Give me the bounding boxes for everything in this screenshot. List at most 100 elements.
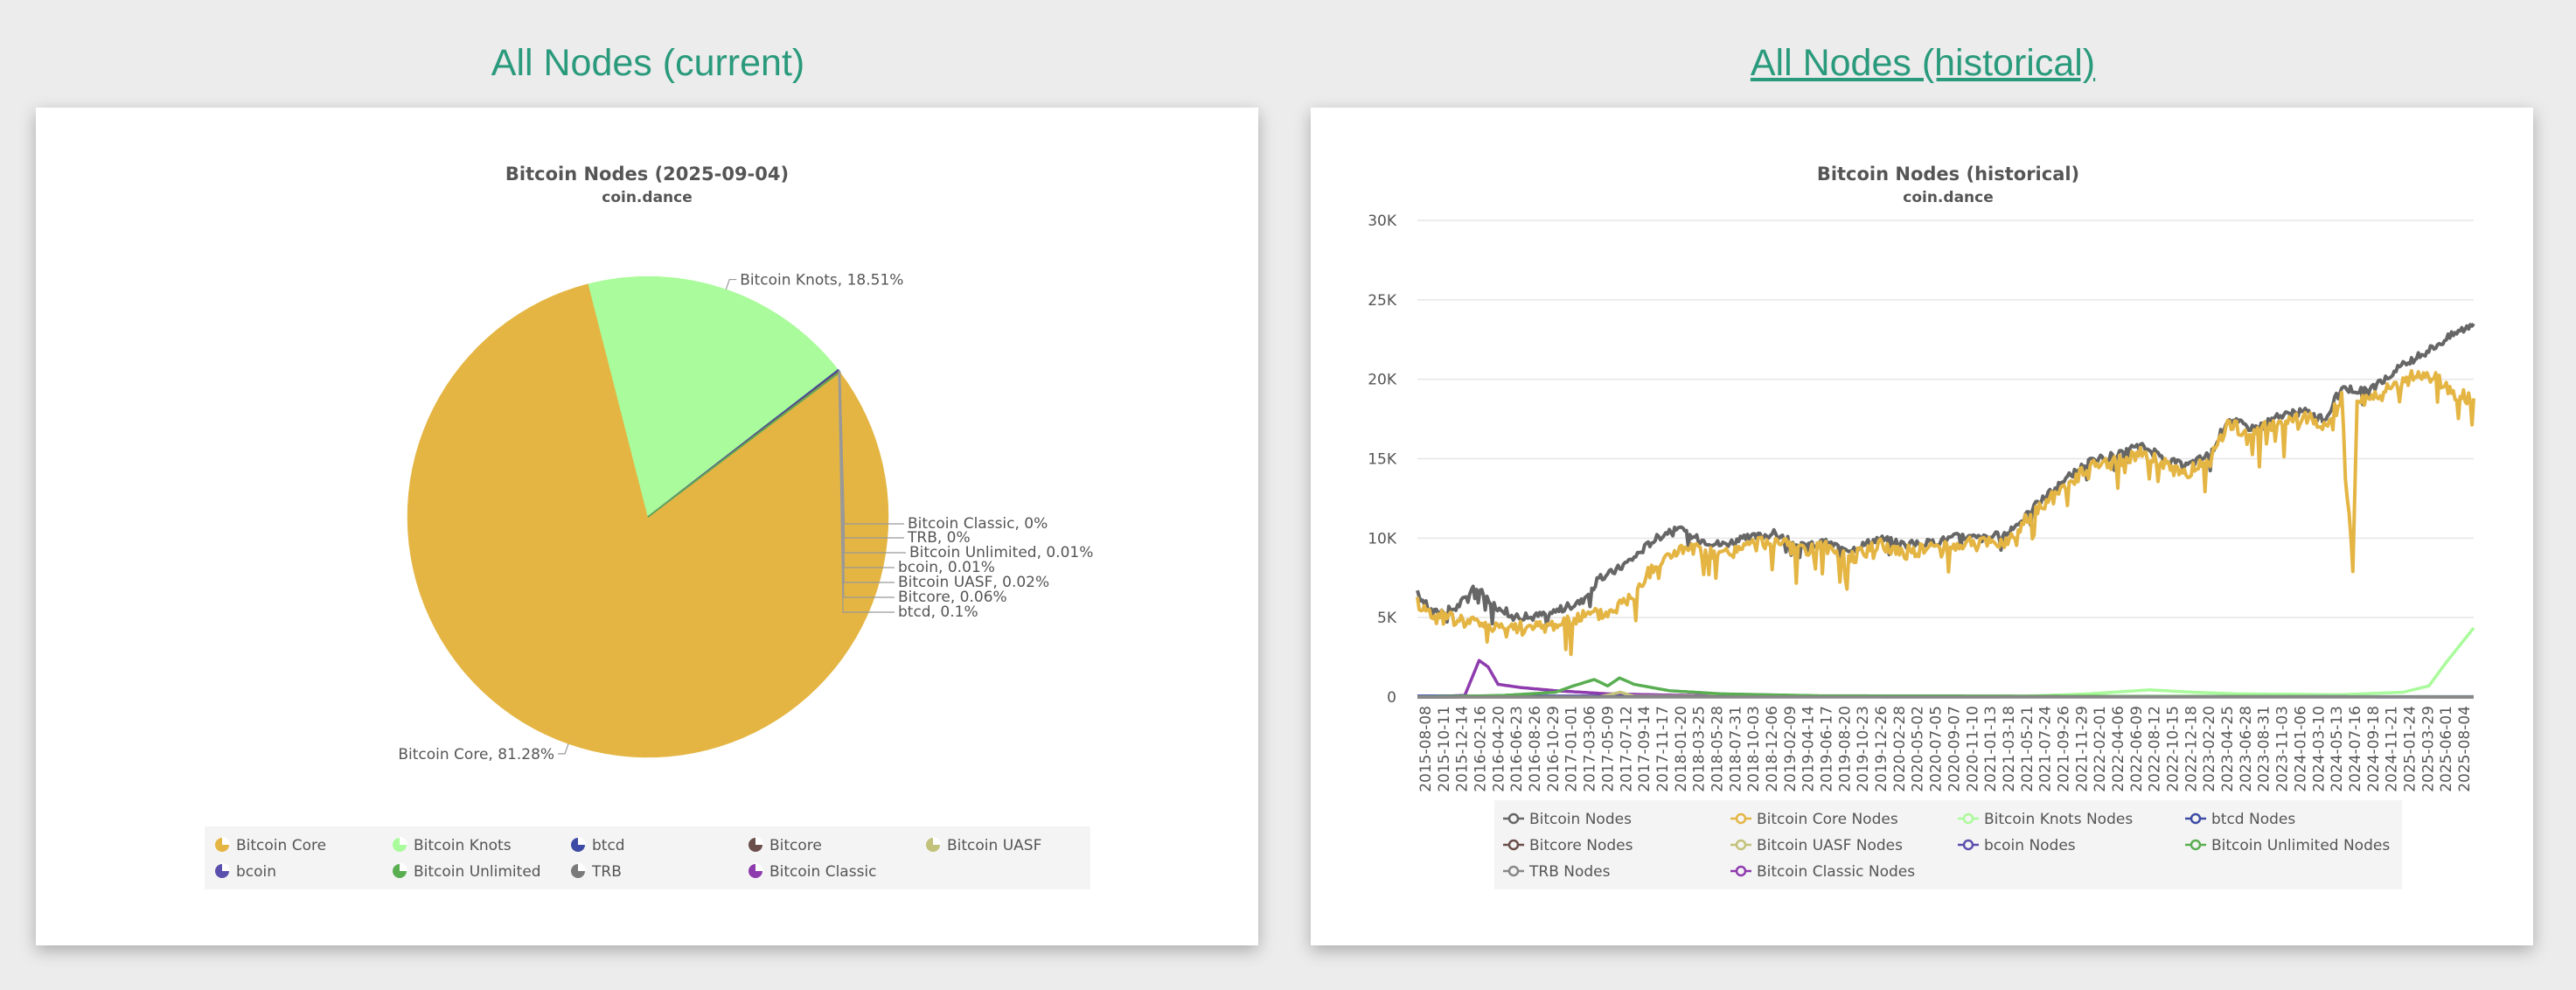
x-tick-label: 2019-06-17 (1819, 706, 1836, 792)
x-tick-label: 2022-02-01 (2092, 706, 2109, 792)
line-legend-label: Bitcoin Knots Nodes (1984, 811, 2133, 828)
x-tick-label: 2019-10-23 (1855, 706, 1872, 792)
x-tick-label: 2016-06-23 (1508, 706, 1526, 792)
x-tick-label: 2023-08-31 (2256, 706, 2273, 792)
pie-slice-bitcoin-core[interactable] (407, 283, 889, 758)
series-line-bitcoin-core-nodes[interactable] (1416, 369, 2475, 657)
x-tick-label: 2024-11-21 (2384, 706, 2401, 792)
pie-legend-item-trb[interactable]: TRB (571, 863, 622, 881)
pie-legend-item-bitcoin-unlimited[interactable]: Bitcoin Unlimited (393, 863, 541, 881)
x-tick-label: 2023-11-03 (2274, 706, 2292, 792)
x-tick-label: 2019-12-26 (1873, 706, 1890, 792)
pie-chart-panel: Bitcoin Nodes (2025-09-04) coin.dance Bi… (36, 108, 1258, 945)
legend-marker-icon (1962, 812, 1974, 825)
pie-legend-label: Bitcoin UASF (947, 837, 1041, 854)
legend-marker-icon (1507, 865, 1520, 877)
x-tick-label: 2017-01-01 (1563, 706, 1581, 792)
x-tick-label: 2025-03-29 (2419, 706, 2437, 792)
x-tick-label: 2018-12-06 (1764, 706, 1781, 792)
y-tick-label: 20K (1368, 372, 1397, 389)
x-tick-label: 2022-08-12 (2147, 706, 2164, 792)
pie-label-bitcoin-core: Bitcoin Core, 81.28% (398, 746, 554, 763)
heading-historical-link[interactable]: All Nodes (historical) (1750, 42, 2096, 84)
x-tick-label: 2021-11-29 (2073, 706, 2091, 792)
pie-legend-label: Bitcoin Unlimited (414, 863, 541, 881)
x-tick-label: 2017-07-12 (1618, 706, 1635, 792)
series-line-bitcoin-nodes[interactable] (1416, 322, 2475, 629)
x-tick-label: 2018-05-28 (1709, 706, 1726, 792)
heading-current: All Nodes (current) (491, 42, 805, 84)
legend-marker-icon (1735, 812, 1747, 825)
x-tick-label: 2016-10-29 (1545, 706, 1563, 792)
line-legend-label: btcd Nodes (2211, 811, 2295, 828)
x-tick-label: 2015-12-14 (1454, 706, 1472, 792)
x-tick-label: 2017-11-17 (1654, 706, 1672, 792)
legend-pie-icon-notch (933, 837, 941, 845)
legend-marker-icon (1507, 812, 1520, 825)
x-tick-label: 2019-08-20 (1836, 706, 1854, 792)
pie-label-line-bitcoin-knots (725, 278, 737, 290)
line-legend-label: Bitcoin UASF Nodes (1757, 837, 1903, 854)
x-tick-label: 2019-02-09 (1782, 706, 1800, 792)
pie-label-bitcoin-classic: Bitcoin Classic, 0% (908, 515, 1048, 533)
x-tick-label: 2016-02-16 (1472, 706, 1490, 792)
pie-chart-title: Bitcoin Nodes (2025-09-04) (505, 164, 789, 185)
x-tick-label: 2023-04-25 (2219, 706, 2237, 792)
x-tick-label: 2016-04-20 (1490, 706, 1507, 792)
line-legend-item-bitcoin-unlimited-nodes[interactable]: Bitcoin Unlimited Nodes (2185, 837, 2390, 854)
x-tick-label: 2018-03-25 (1691, 706, 1709, 792)
x-tick-label: 2025-01-24 (2401, 706, 2419, 792)
line-legend-item-bitcoin-nodes[interactable]: Bitcoin Nodes (1503, 811, 1632, 828)
pie-chart-subtitle: coin.dance (602, 189, 693, 206)
pie-legend-item-bitcoin-core[interactable]: Bitcoin Core (215, 837, 326, 854)
x-tick-label: 2017-03-06 (1582, 706, 1599, 792)
pie-legend-item-bitcoin-uasf[interactable]: Bitcoin UASF (926, 837, 1041, 854)
pie-legend-item-bitcore[interactable]: Bitcore (748, 837, 822, 854)
line-legend-item-bitcoin-uasf-nodes[interactable]: Bitcoin UASF Nodes (1730, 837, 1903, 854)
line-legend-item-btcd-nodes[interactable]: btcd Nodes (2185, 811, 2295, 828)
x-tick-label: 2016-08-26 (1527, 706, 1544, 792)
x-tick-label: 2020-09-07 (1946, 706, 1963, 792)
line-legend-item-bitcoin-core-nodes[interactable]: Bitcoin Core Nodes (1730, 811, 1898, 828)
legend-pie-icon-notch (755, 863, 763, 871)
pie-legend-item-bitcoin-classic[interactable]: Bitcoin Classic (748, 863, 877, 881)
pie-label-line-bitcoin-core (558, 743, 569, 755)
legend-marker-icon (1507, 839, 1520, 851)
pie-legend-item-bcoin[interactable]: bcoin (215, 863, 276, 881)
x-tick-label: 2015-08-08 (1417, 706, 1435, 792)
x-tick-label: 2018-01-20 (1673, 706, 1690, 792)
x-tick-label: 2022-10-15 (2165, 706, 2183, 792)
y-tick-label: 10K (1368, 530, 1397, 547)
line-legend-item-bitcore-nodes[interactable]: Bitcore Nodes (1503, 837, 1633, 854)
x-tick-label: 2025-08-04 (2456, 706, 2474, 792)
x-tick-label: 2020-07-05 (1928, 706, 1946, 792)
x-tick-label: 2021-03-18 (2001, 706, 2018, 792)
x-tick-label: 2024-01-06 (2292, 706, 2309, 792)
line-legend-item-bitcoin-knots-nodes[interactable]: Bitcoin Knots Nodes (1958, 811, 2133, 828)
x-tick-label: 2023-02-20 (2201, 706, 2218, 792)
pie-legend-label: Bitcoin Classic (769, 863, 877, 881)
line-legend-item-bcoin-nodes[interactable]: bcoin Nodes (1958, 837, 2076, 854)
line-chart: Bitcoin Nodes (historical) coin.dance 0 5… (1368, 164, 2475, 889)
pie-legend-label: btcd (592, 837, 625, 854)
line-legend-item-bitcoin-classic-nodes[interactable]: Bitcoin Classic Nodes (1730, 863, 1915, 881)
legend-marker-icon (1962, 839, 1974, 851)
x-tick-label: 2017-09-14 (1636, 706, 1654, 792)
pie-legend-label: Bitcore (769, 837, 822, 854)
legend-marker-icon (2190, 839, 2202, 851)
x-tick-label: 2018-07-31 (1727, 706, 1744, 792)
legend-pie-icon-notch (755, 837, 763, 845)
x-tick-label: 2021-07-24 (2037, 706, 2055, 792)
pie-legend-item-bitcoin-knots[interactable]: Bitcoin Knots (393, 837, 512, 854)
series-line-bitcoin-classic-nodes[interactable] (1417, 659, 2474, 699)
pie-legend-item-btcd[interactable]: btcd (571, 837, 625, 854)
legend-marker-icon (1735, 839, 1747, 851)
x-tick-label: 2023-06-28 (2238, 706, 2255, 792)
y-tick-label: 30K (1368, 213, 1397, 230)
y-tick-label: 0 (1387, 689, 1396, 707)
line-chart-panel: Bitcoin Nodes (historical) coin.dance 0 5… (1311, 108, 2533, 945)
pie-label-line-btcd (838, 370, 895, 613)
line-legend-item-trb-nodes[interactable]: TRB Nodes (1503, 863, 1611, 881)
line-chart-subtitle: coin.dance (1903, 189, 1994, 206)
line-legend-label: TRB Nodes (1528, 863, 1611, 881)
